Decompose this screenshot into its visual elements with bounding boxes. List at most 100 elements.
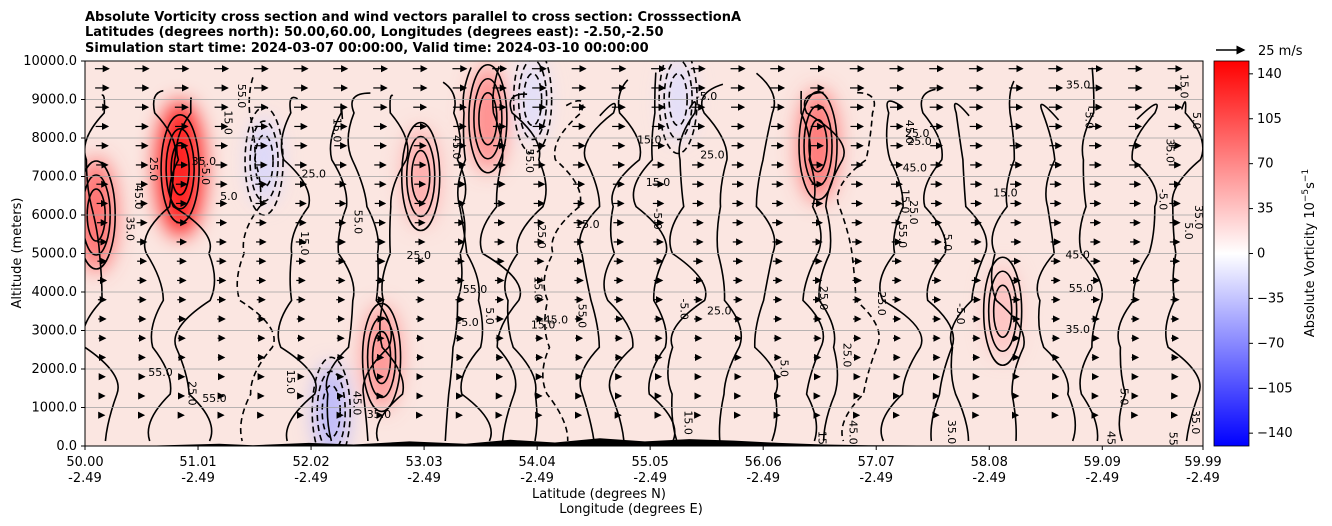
contour-label: 15.0 (531, 318, 556, 331)
y-tick-label: 4000.0 (32, 285, 78, 300)
contour-label: 55.0 (575, 304, 588, 329)
contour-label: 5.0 (483, 307, 496, 325)
contour-label: 5.0 (1182, 222, 1195, 240)
contour-ring (165, 128, 195, 210)
contour-ring (982, 256, 1023, 367)
contour-label: -5.0 (677, 298, 690, 319)
contour-label: -5.0 (1082, 108, 1095, 129)
colorbar-tick-label: 0 (1257, 247, 1265, 262)
x-axis-label-longitude: Longitude (degrees E) (559, 502, 703, 517)
colorbar-tick-label: 35 (1257, 202, 1274, 217)
y-tick-label: 3000.0 (32, 324, 78, 339)
contour-label: 15.0 (284, 370, 297, 395)
contour-label: 15.0 (637, 133, 662, 146)
contour-label: 15.0 (298, 231, 311, 256)
contour-label: 55.0 (148, 366, 173, 379)
vorticity-region (986, 265, 1020, 358)
contour-label: 15.0 (531, 276, 544, 301)
contour-label: -5.0 (457, 316, 478, 329)
vorticity-region (662, 61, 694, 142)
contour-label: 35.0 (1163, 138, 1176, 163)
vorticity-region (156, 100, 205, 237)
contour-label: -5.0 (651, 208, 664, 229)
y-tick-label: 8000.0 (32, 131, 78, 146)
contour-label: -5.0 (1157, 189, 1170, 210)
colorbar-tick-label: 70 (1257, 157, 1274, 172)
contour-label: 35.0 (1066, 78, 1091, 91)
contour-ring (798, 90, 838, 201)
contour-ring (371, 330, 392, 385)
contour-label: 15.0 (646, 176, 671, 189)
x-tick-label-latitude: 59.09 (1084, 455, 1121, 470)
contour-label: 25.0 (147, 157, 160, 182)
contour-label: -5.0 (1117, 384, 1130, 405)
contour-label: 25.0 (301, 167, 326, 180)
contour-label: 35.0 (945, 420, 958, 445)
contour-label: 45.0 (1065, 249, 1090, 262)
contour-ring (316, 370, 347, 446)
contour-label: 15.0 (1177, 74, 1190, 99)
x-tick-label-latitude: 58.08 (971, 455, 1008, 470)
colorbar: 140 105 70 35 0 −35 −70 −105 −140 Absolute Vorti… (1213, 60, 1318, 447)
contour-label: 25.0 (407, 249, 432, 262)
y-tick-label: 6000.0 (32, 208, 78, 223)
contour-label: 55.0 (896, 224, 909, 249)
y-tick-label: 1000.0 (32, 401, 78, 416)
x-axis-label-latitude: Latitude (degrees N) (532, 487, 666, 502)
contour-label: 15.0 (993, 186, 1018, 199)
chart-title-line-1: Absolute Vorticity cross section and win… (85, 10, 741, 25)
contour-label: 25.0 (905, 127, 930, 140)
colorbar-gradient (1213, 60, 1250, 447)
contour-label: 55.0 (1069, 282, 1094, 295)
wind-vectors (94, 65, 1183, 419)
y-tick-label: 7000.0 (32, 170, 78, 185)
contour-ring (254, 134, 274, 188)
contour-ring (311, 356, 352, 446)
contour-line (836, 91, 880, 442)
contour-label: 45.0 (132, 185, 145, 210)
x-tick-label-longitude: -2.49 (746, 471, 780, 486)
horizontal-gridlines (85, 99, 1203, 408)
contour-label: 35.0 (1065, 323, 1090, 336)
contour-label: 45.0 (903, 162, 928, 175)
colorbar-tick-label: 140 (1257, 67, 1282, 82)
x-tick-label-longitude: -2.49 (407, 471, 441, 486)
chart-title-line-3: Simulation start time: 2024-03-07 00:00:… (85, 41, 649, 56)
contour-label: 55.0 (1166, 432, 1179, 457)
x-tick-label-longitude: -2.49 (520, 471, 554, 486)
x-tick-label-longitude: -2.49 (633, 471, 667, 486)
colorbar-tick-label: −105 (1257, 381, 1293, 396)
contour-label: 25.0 (817, 286, 830, 311)
contour-label: 35.0 (192, 155, 217, 168)
contour-ring (361, 302, 402, 413)
contour-ring (992, 284, 1013, 339)
y-axis-label: Altitude (meters) (10, 198, 25, 309)
x-tick-label-latitude: 51.01 (179, 455, 216, 470)
colorbar-ticks: 140 105 70 35 0 −35 −70 −105 −140 (1249, 67, 1293, 441)
x-tick-label-longitude: -2.49 (181, 471, 215, 486)
contour-ring (808, 118, 828, 173)
contour-label: 15.0 (681, 410, 694, 435)
contour-label: -5.0 (954, 303, 967, 324)
x-tick-label-longitude: -2.49 (859, 471, 893, 486)
vorticity-region (248, 118, 280, 205)
vorticity-region (314, 364, 349, 446)
contour-label: 5.0 (1190, 112, 1203, 130)
colorbar-tick-label: −35 (1257, 291, 1284, 306)
plot-area: 55.0 15.0 45.0 -5.0 -5.0 25.0 55.0 55.0 -5.0 15.0… (85, 61, 1203, 457)
contour-ring (473, 77, 503, 160)
contour-label: 15.0 (575, 218, 600, 231)
chart-title-line-2: Latitudes (degrees north): 50.00,60.00, … (85, 25, 664, 40)
quiver-key: 25 m/s (1216, 44, 1303, 59)
contour-label: -5.0 (696, 90, 717, 103)
x-tick-label-longitude: -2.49 (294, 471, 328, 486)
colorbar-tick-label: 105 (1257, 112, 1282, 127)
contour-label: 35.0 (123, 216, 136, 241)
x-tick-label-longitude: -2.49 (972, 471, 1006, 486)
x-tick-label-longitude: -2.49 (1186, 471, 1220, 486)
colorbar-label: Absolute Vorticity 10−5s−1 (1301, 169, 1318, 337)
contour-label: 25.0 (875, 291, 888, 316)
contour-label: 5.0 (778, 359, 791, 377)
contour-label: 5.0 (220, 190, 238, 203)
